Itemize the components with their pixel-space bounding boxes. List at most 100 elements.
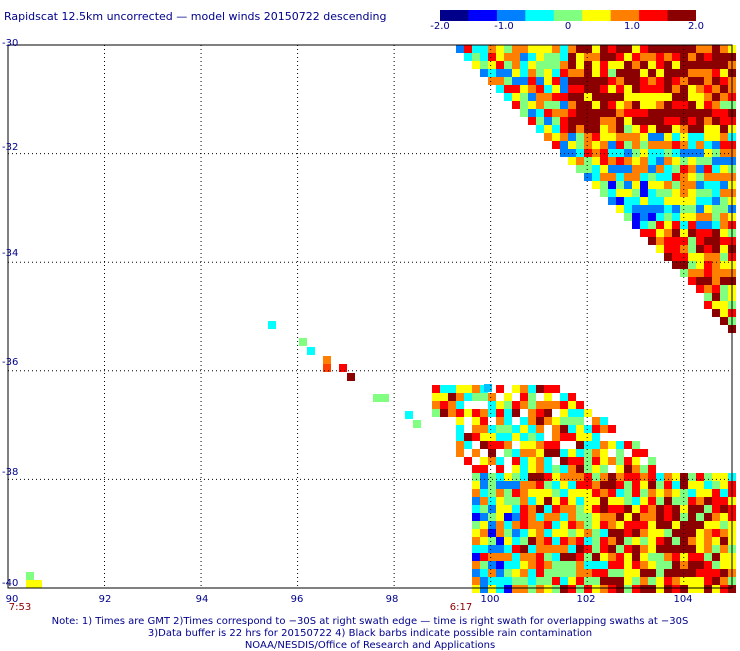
wind-cell <box>632 481 640 489</box>
wind-cell <box>552 481 560 489</box>
wind-cell <box>520 53 528 61</box>
wind-cell <box>624 545 632 553</box>
wind-cell <box>704 301 712 309</box>
wind-cell <box>640 497 648 505</box>
wind-cell <box>600 157 608 165</box>
wind-cell <box>632 441 640 449</box>
wind-cell <box>520 441 528 449</box>
wind-cell <box>704 489 712 497</box>
wind-cell <box>608 125 616 133</box>
wind-cell <box>720 513 728 521</box>
wind-cell <box>536 529 544 537</box>
wind-cell <box>600 553 608 561</box>
wind-cell <box>464 433 472 441</box>
wind-cell <box>440 401 448 409</box>
wind-cell <box>448 393 456 401</box>
wind-cell <box>560 61 568 69</box>
wind-cell <box>600 189 608 197</box>
colorbar-segment <box>496 10 526 21</box>
wind-cell <box>544 53 552 61</box>
wind-cell <box>720 497 728 505</box>
wind-cell <box>688 561 696 569</box>
wind-cell <box>688 277 696 285</box>
wind-cell <box>720 157 728 165</box>
wind-cell <box>624 553 632 561</box>
wind-cell <box>664 69 672 77</box>
wind-cell <box>448 385 456 393</box>
wind-cell <box>299 338 307 346</box>
wind-cell <box>576 117 584 125</box>
wind-cell <box>608 577 616 585</box>
wind-cell <box>672 53 680 61</box>
wind-cell <box>608 61 616 69</box>
wind-cell <box>624 61 632 69</box>
wind-cell <box>616 93 624 101</box>
wind-cell <box>600 537 608 545</box>
wind-cell <box>560 417 568 425</box>
wind-cell <box>640 529 648 537</box>
wind-cell <box>656 149 664 157</box>
wind-cell <box>536 481 544 489</box>
wind-cell <box>688 141 696 149</box>
wind-cell <box>656 53 664 61</box>
wind-cell <box>544 521 552 529</box>
wind-cell <box>592 109 600 117</box>
wind-cell <box>496 545 504 553</box>
wind-cell <box>608 69 616 77</box>
wind-cell <box>592 465 600 473</box>
wind-cell <box>608 585 616 593</box>
wind-cell <box>656 221 664 229</box>
wind-cell <box>520 45 528 53</box>
wind-cell <box>704 69 712 77</box>
wind-cell <box>592 441 600 449</box>
wind-cell <box>720 221 728 229</box>
wind-cell <box>664 85 672 93</box>
wind-cell <box>592 157 600 165</box>
wind-cell <box>464 385 472 393</box>
wind-cell <box>568 457 576 465</box>
wind-cell <box>720 149 728 157</box>
wind-cell <box>504 529 512 537</box>
wind-cell <box>552 385 560 393</box>
wind-cell <box>512 553 520 561</box>
wind-cell <box>688 109 696 117</box>
wind-cell <box>632 141 640 149</box>
wind-cell <box>624 45 632 53</box>
wind-cell <box>520 545 528 553</box>
wind-cell <box>600 577 608 585</box>
wind-cell <box>680 585 688 593</box>
wind-cell <box>456 417 464 425</box>
wind-cell <box>496 45 504 53</box>
wind-cell <box>528 569 536 577</box>
wind-cell <box>704 61 712 69</box>
wind-cell <box>600 85 608 93</box>
wind-cell <box>672 481 680 489</box>
wind-cell <box>648 497 656 505</box>
wind-cell <box>656 85 664 93</box>
wind-cell <box>568 449 576 457</box>
wind-cell <box>504 69 512 77</box>
wind-cell <box>704 561 712 569</box>
wind-cell <box>584 409 592 417</box>
wind-cell <box>688 269 696 277</box>
wind-cell <box>488 513 496 521</box>
wind-cell <box>504 553 512 561</box>
colorbar-tick: -2.0 <box>430 21 450 32</box>
wind-cell <box>696 577 704 585</box>
wind-cell <box>704 237 712 245</box>
wind-cell <box>608 537 616 545</box>
wind-cell <box>704 569 712 577</box>
wind-cell <box>552 537 560 545</box>
wind-cell <box>584 425 592 433</box>
wind-cell <box>696 85 704 93</box>
wind-cell <box>592 61 600 69</box>
wind-cell <box>704 277 712 285</box>
wind-cell <box>688 545 696 553</box>
wind-cell <box>624 117 632 125</box>
lon-label: 104 <box>673 594 693 605</box>
wind-cell <box>496 409 504 417</box>
wind-cell <box>480 69 488 77</box>
wind-cell <box>664 513 672 521</box>
wind-cell <box>568 433 576 441</box>
wind-cell <box>552 441 560 449</box>
